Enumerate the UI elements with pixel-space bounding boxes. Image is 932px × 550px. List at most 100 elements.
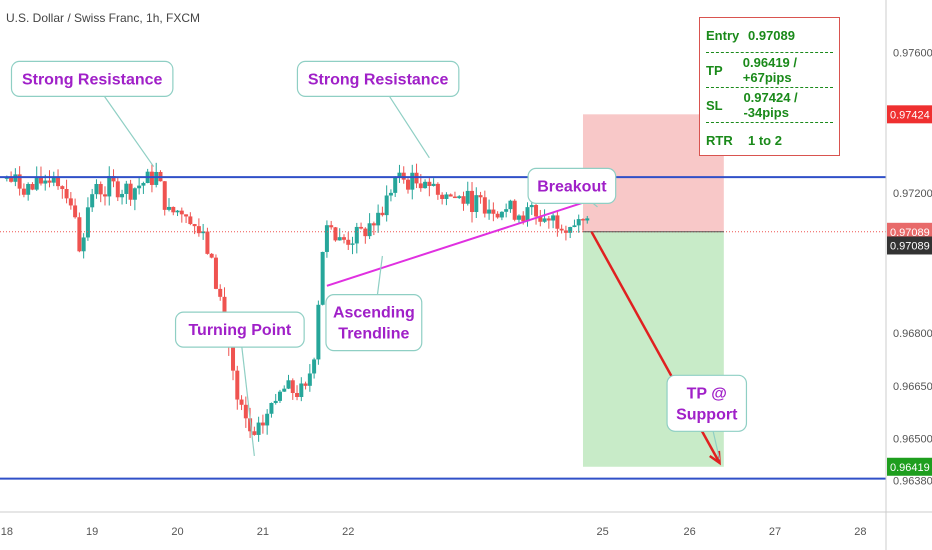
candle-body	[94, 184, 99, 195]
candle-body	[350, 243, 355, 245]
candle-body	[102, 194, 107, 197]
callout-box	[666, 374, 748, 432]
candle-body	[538, 216, 543, 222]
x-tick-label: 19	[86, 526, 98, 538]
rtr-label: RTR	[706, 132, 733, 148]
callout-label: Strong Resistance	[22, 71, 163, 88]
candle-body	[132, 188, 137, 200]
candle-body	[572, 225, 577, 228]
candle-body	[282, 388, 287, 392]
price-label-badge	[887, 457, 932, 476]
candle-body	[111, 176, 116, 182]
x-tick-label: 28	[854, 526, 866, 538]
candle-body	[337, 237, 342, 241]
candle-body	[222, 296, 227, 315]
candle-body	[115, 181, 120, 198]
level-lines	[0, 176, 886, 480]
candle-body	[482, 197, 487, 214]
candle-body	[51, 177, 56, 183]
x-tick-label: 27	[769, 526, 781, 538]
callout-label: Ascending	[333, 305, 415, 322]
candle-body	[90, 194, 95, 208]
candle-body	[406, 179, 411, 190]
candle-body	[235, 370, 240, 400]
candle-body	[474, 195, 479, 213]
candle-body	[295, 392, 300, 397]
candle-body	[341, 237, 346, 240]
candle-body	[320, 251, 325, 305]
y-tick-label: 0.96800	[893, 328, 932, 340]
candle-body	[563, 230, 568, 233]
candle-body	[85, 207, 90, 238]
x-tick-label: 18	[1, 526, 13, 538]
candle-body	[252, 431, 257, 435]
candle-body	[171, 206, 176, 213]
candle-body	[516, 215, 521, 220]
candle-body	[551, 215, 556, 221]
price-label-text: 0.96419	[890, 462, 930, 474]
price-label-text: 0.97089	[890, 227, 930, 239]
entry-label: Entry	[706, 27, 740, 43]
candle-body	[269, 403, 274, 414]
candle-body	[265, 413, 270, 426]
callout-label: TP @	[687, 385, 727, 402]
candle-body	[167, 206, 172, 210]
candle-body	[363, 228, 368, 237]
candle-body	[184, 214, 189, 217]
candle-body	[508, 200, 513, 210]
candle-body	[290, 380, 295, 393]
candle-body	[64, 189, 69, 199]
y-tick-label: 0.97200	[893, 188, 932, 200]
entry-row: Entry 0.97089	[706, 18, 833, 53]
candle-body	[201, 231, 206, 234]
candle-body	[149, 171, 154, 185]
candle-body	[423, 181, 428, 189]
candle-body	[380, 212, 385, 216]
annotation-callout: Breakout	[527, 167, 617, 208]
candle-body	[371, 223, 376, 226]
price-label-text: 0.97089	[890, 240, 930, 252]
annotation-callout: Turning Point	[174, 311, 305, 456]
candle-body	[521, 215, 526, 222]
candle-body	[205, 231, 210, 254]
candle-body	[154, 171, 159, 185]
candle-body	[397, 172, 402, 178]
candle-body	[231, 346, 236, 371]
candle-body	[559, 228, 564, 231]
price-label-badge	[887, 236, 932, 255]
callout-box	[325, 294, 423, 352]
candle-body	[359, 226, 364, 229]
candle-body	[26, 183, 31, 195]
candle-body	[209, 253, 214, 258]
candle-body	[273, 400, 278, 404]
candle-body	[162, 181, 167, 210]
price-label-text: 0.97424	[890, 109, 930, 121]
sl-row: SL 0.97424 / -34pips	[706, 88, 833, 123]
candle-body	[128, 183, 133, 200]
candle-body	[487, 209, 492, 214]
callout-label: Strong Resistance	[308, 71, 449, 88]
callout-pointer	[239, 329, 255, 456]
candle-body	[542, 218, 547, 222]
trade-info-box: Entry 0.97089 TP 0.96419 / +67pips SL 0.…	[699, 17, 840, 156]
candle-body	[60, 186, 65, 190]
candle-body	[555, 215, 560, 229]
candle-body	[324, 225, 329, 252]
candle-body	[213, 257, 218, 289]
candle-body	[107, 176, 112, 197]
chart-title: U.S. Dollar / Swiss Franc, 1h, FXCM	[6, 11, 200, 25]
candle-body	[9, 176, 14, 182]
callout-label: Support	[676, 406, 738, 423]
tp-label: TP	[706, 62, 723, 78]
candle-body	[47, 180, 52, 183]
y-tick-label: 0.97600	[893, 48, 932, 60]
annotation-callout: Ascending Trendline	[325, 255, 423, 352]
callout-label: Breakout	[537, 178, 607, 195]
candle-body	[81, 237, 86, 252]
candle-body	[478, 195, 483, 198]
candle-body	[452, 196, 457, 199]
candle-body	[77, 217, 82, 252]
candle-body	[120, 193, 125, 198]
candle-body	[43, 180, 48, 184]
